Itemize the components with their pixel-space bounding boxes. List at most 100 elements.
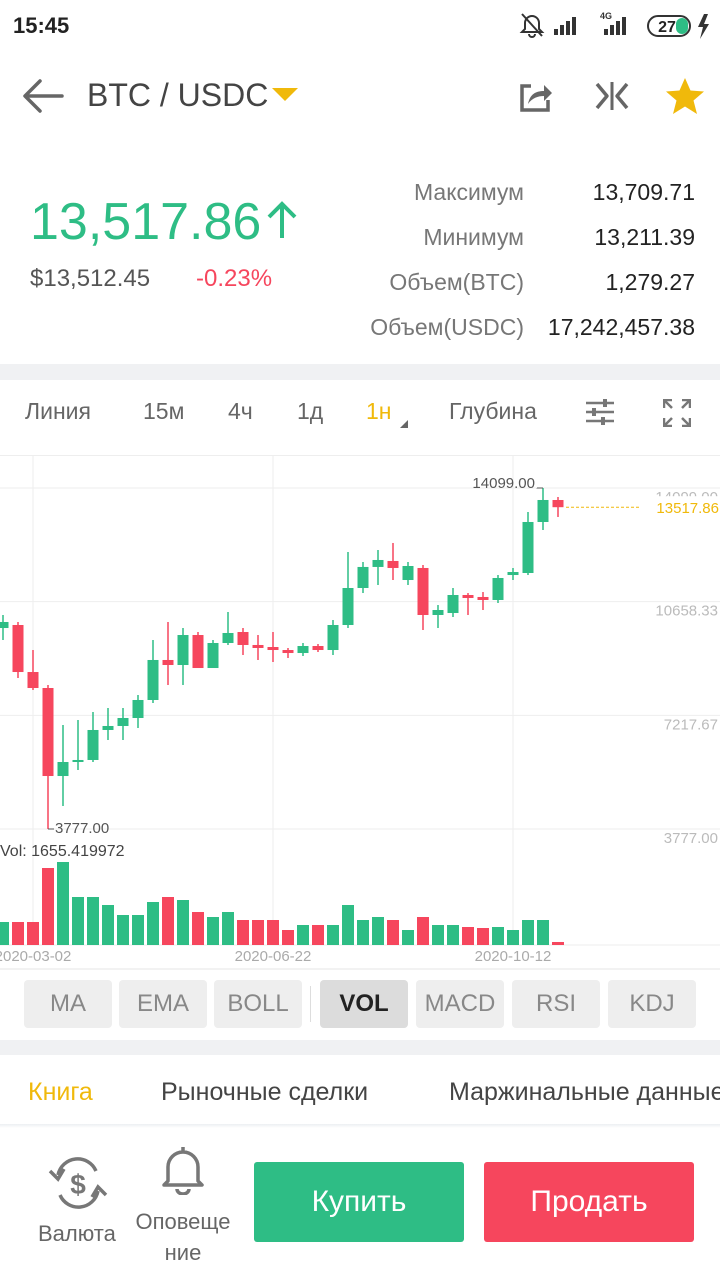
- interval-tab[interactable]: Глубина: [449, 398, 537, 424]
- volume-bar: [87, 897, 99, 945]
- stat-value: 1,279.27: [605, 269, 695, 295]
- last-price-label: 13517.86: [656, 500, 719, 517]
- candle-body: [0, 621, 9, 629]
- trades-tab[interactable]: Рыночные сделки: [161, 1078, 369, 1106]
- stat-label: Объем(BTC): [389, 269, 524, 295]
- interval-menu-caret: [400, 420, 408, 428]
- indicator-button[interactable]: KDJ: [608, 980, 696, 1028]
- volume-bar: [42, 868, 54, 945]
- favorite-star[interactable]: [664, 76, 706, 116]
- candle-body: [237, 632, 249, 645]
- stat-label: Объем(USDC): [370, 314, 524, 340]
- candle-body: [552, 499, 564, 508]
- indicator-separator: [310, 986, 311, 1022]
- volume-bar: [177, 900, 189, 945]
- interval-tab[interactable]: 4ч: [228, 398, 253, 424]
- candle-body: [297, 646, 309, 654]
- interval-tab[interactable]: 1н: [366, 398, 392, 424]
- back-button[interactable]: [22, 78, 64, 114]
- indicator-button[interactable]: MA: [24, 980, 112, 1028]
- margin-tab[interactable]: Маржинальные данные: [449, 1078, 720, 1106]
- candle-body: [72, 759, 84, 763]
- price-up-arrow: [267, 201, 297, 238]
- interval-tab[interactable]: 1д: [297, 398, 324, 424]
- candle-body: [192, 635, 204, 669]
- section-divider: [0, 1040, 720, 1055]
- interval-tab[interactable]: 15м: [143, 398, 185, 424]
- book-tab[interactable]: Книга: [28, 1078, 93, 1106]
- indicator-button[interactable]: BOLL: [214, 980, 302, 1028]
- candle-body: [522, 521, 534, 574]
- candle-body: [462, 595, 474, 599]
- interval-tab[interactable]: Линия: [25, 398, 91, 424]
- alert-bell-icon[interactable]: [160, 1143, 206, 1195]
- candle-body: [417, 567, 429, 615]
- candle-body: [372, 559, 384, 567]
- alerts-label[interactable]: Оповещение: [135, 1209, 231, 1265]
- volume-bar: [132, 915, 144, 945]
- currency-icon[interactable]: $: [46, 1155, 110, 1211]
- volume-bar: [282, 930, 294, 945]
- candle-body: [207, 643, 219, 669]
- volume-bar: [162, 897, 174, 945]
- pair-title[interactable]: BTC / USDC: [87, 77, 269, 113]
- tab-divider: [0, 455, 720, 456]
- candle-body: [387, 560, 399, 568]
- volume-bar: [432, 925, 444, 945]
- compare-button[interactable]: [594, 80, 630, 112]
- candle-body: [12, 625, 24, 673]
- volume-bar: [12, 922, 24, 945]
- volume-bar: [522, 920, 534, 945]
- svg-text:$: $: [70, 1169, 86, 1200]
- y-tick-label: 7217.67: [664, 716, 718, 733]
- candle-body: [507, 572, 519, 576]
- chart-settings[interactable]: [585, 397, 615, 427]
- volume-label: Vol: 1655.419972: [0, 843, 125, 860]
- sell-button[interactable]: Продать: [484, 1162, 694, 1242]
- stat-value: 17,242,457.38: [547, 314, 695, 340]
- volume-bar: [237, 920, 249, 945]
- share-button[interactable]: [518, 78, 554, 114]
- candle-body: [117, 717, 129, 726]
- candle-body: [267, 647, 279, 651]
- volume-bar: [507, 930, 519, 945]
- candle-body: [252, 644, 264, 648]
- buy-button[interactable]: Купить: [254, 1162, 464, 1242]
- stat-label: Максимум: [413, 179, 524, 205]
- volume-bar: [117, 915, 129, 945]
- section-divider: [0, 364, 720, 380]
- indicator-button[interactable]: MACD: [416, 980, 504, 1028]
- stat-value: 13,709.71: [592, 179, 695, 205]
- pair-dropdown[interactable]: [272, 86, 298, 102]
- indicator-button[interactable]: RSI: [512, 980, 600, 1028]
- price-change: -0.23%: [196, 265, 273, 292]
- candle-body: [357, 566, 369, 589]
- volume-bar: [387, 920, 399, 945]
- last-price-label-bg: [642, 496, 720, 519]
- volume-bar: [207, 917, 219, 945]
- candle-body: [42, 688, 54, 777]
- candle-body: [312, 646, 324, 651]
- candle-body: [432, 610, 444, 615]
- status-time: 15:45: [13, 13, 70, 38]
- volume-bar: [357, 920, 369, 945]
- y-tick-label: 10658.33: [655, 603, 718, 620]
- volume-bar: [222, 912, 234, 945]
- volume-bar: [0, 922, 9, 945]
- volume-bar: [327, 925, 339, 945]
- currency-label[interactable]: Валюта: [38, 1221, 116, 1246]
- volume-bar: [27, 922, 39, 945]
- volume-bar: [462, 927, 474, 945]
- candle-body: [132, 699, 144, 718]
- volume-bar: [372, 917, 384, 945]
- volume-bar: [102, 905, 114, 945]
- panel-shadow: [0, 1124, 720, 1128]
- candle-body: [162, 659, 174, 666]
- volume-bar: [477, 928, 489, 945]
- fullscreen-button[interactable]: [663, 399, 691, 427]
- indicator-button[interactable]: VOL: [320, 980, 408, 1028]
- candle-body: [102, 725, 114, 730]
- candle-body: [327, 625, 339, 651]
- indicator-button[interactable]: EMA: [119, 980, 207, 1028]
- x-tick-label: 2020-03-02: [0, 948, 71, 965]
